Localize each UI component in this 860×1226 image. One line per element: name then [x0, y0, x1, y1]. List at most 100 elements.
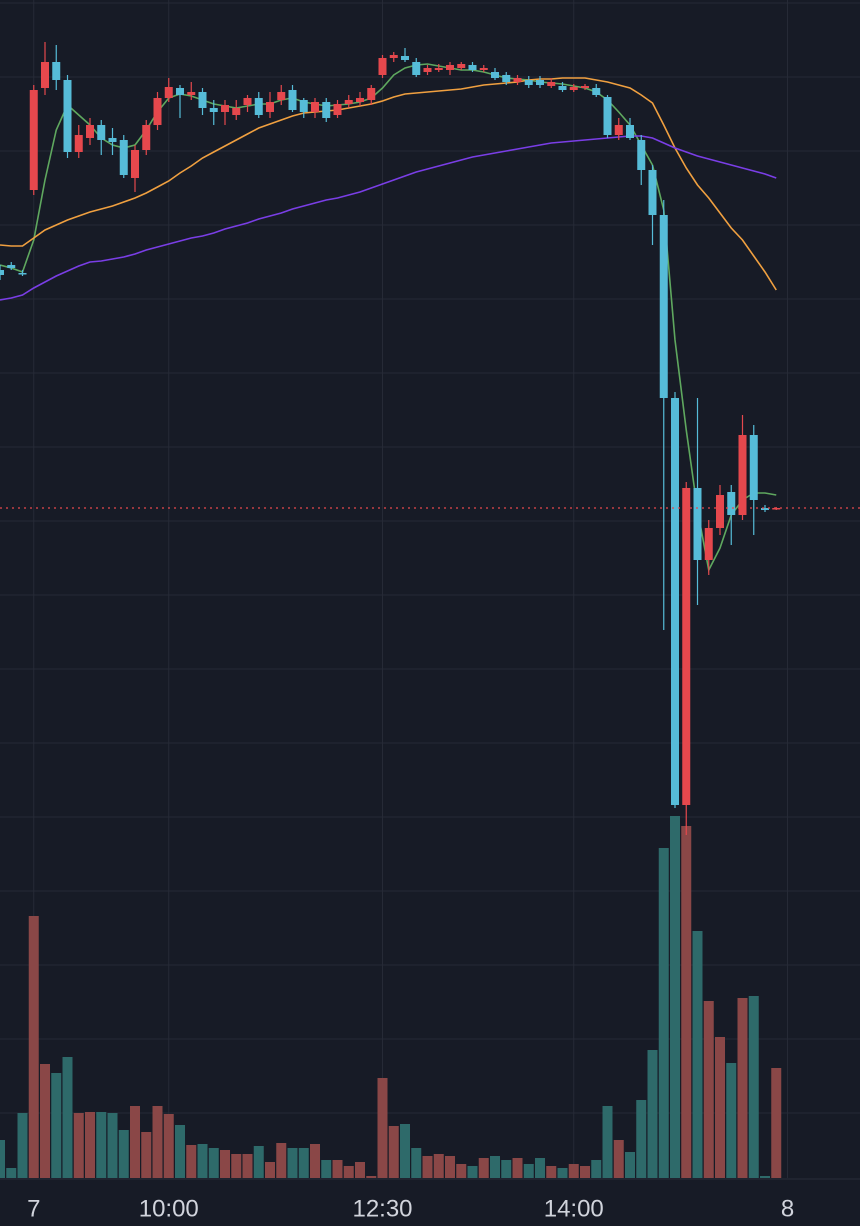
- volume-bar: [433, 1154, 444, 1178]
- volume-bar: [298, 1148, 309, 1178]
- volume-bar: [602, 1106, 613, 1178]
- volume-bar: [276, 1143, 287, 1178]
- volume-bar: [591, 1160, 602, 1178]
- candle-body: [232, 108, 241, 115]
- volume-bar: [186, 1145, 197, 1178]
- volume-bar: [748, 996, 759, 1178]
- candle-body: [761, 508, 769, 510]
- candle-body: [344, 100, 353, 104]
- candle-body: [7, 265, 16, 268]
- candle-body: [491, 72, 499, 78]
- candle-body: [592, 88, 601, 95]
- volume-bar: [681, 826, 692, 1178]
- candle-body: [727, 492, 736, 515]
- x-tick-label: 10:00: [139, 1195, 199, 1222]
- candle-body: [176, 88, 184, 95]
- candle-body: [266, 102, 274, 112]
- volume-bar: [17, 1113, 28, 1178]
- volume-bar: [163, 1114, 174, 1178]
- volume-bar: [715, 1037, 725, 1178]
- candle-body: [446, 65, 454, 70]
- candle-body: [772, 508, 781, 510]
- volume-bar: [321, 1160, 332, 1178]
- candle-body: [74, 135, 83, 152]
- candle-body: [221, 105, 229, 112]
- candle-body: [671, 398, 679, 805]
- volume-bar: [613, 1140, 624, 1178]
- candle-body: [569, 87, 578, 90]
- candle-body: [288, 90, 297, 110]
- volume-bar: [737, 998, 748, 1178]
- volume-bar: [152, 1106, 163, 1178]
- moving-average-line: [0, 63, 777, 573]
- volume-bar: [220, 1150, 230, 1178]
- volume-bar: [546, 1166, 557, 1178]
- volume-bar: [726, 1063, 737, 1178]
- candle-body: [243, 98, 252, 105]
- volume-bar: [523, 1164, 534, 1178]
- candle-body: [153, 98, 162, 125]
- candle-body: [513, 78, 522, 82]
- volume-bar: [51, 1073, 62, 1178]
- candle-body: [558, 86, 567, 90]
- candle-body: [356, 98, 364, 102]
- moving-average-line: [0, 135, 777, 301]
- volume-bar: [478, 1158, 489, 1178]
- candle-body: [29, 90, 38, 190]
- candle-body: [547, 82, 556, 86]
- volume-bar: [242, 1154, 253, 1178]
- volume-bar: [760, 1176, 770, 1178]
- candle-body: [412, 62, 421, 75]
- grid: [0, 0, 860, 1178]
- volume-bar: [625, 1152, 635, 1178]
- candle-body: [0, 270, 4, 275]
- volume-bar: [512, 1158, 523, 1178]
- volume-bar: [175, 1125, 185, 1178]
- candle-body: [131, 150, 139, 178]
- volume-bar: [130, 1106, 140, 1178]
- volume-bar: [445, 1156, 455, 1178]
- volume-bar: [377, 1078, 388, 1178]
- candle-body: [626, 125, 634, 138]
- candle-body: [41, 62, 49, 88]
- candle-body: [187, 92, 196, 95]
- candle-body: [738, 435, 747, 515]
- candle-body: [536, 80, 544, 85]
- volume-bar: [197, 1144, 208, 1178]
- volume-bar: [568, 1164, 579, 1178]
- candle-body: [119, 140, 128, 175]
- candle-body: [423, 68, 432, 72]
- candle-body: [637, 140, 646, 170]
- volume-bar: [343, 1166, 354, 1178]
- volume-bar: [557, 1168, 568, 1178]
- candle-body: [277, 92, 286, 100]
- volume-bar: [411, 1148, 422, 1178]
- volume-bar: [535, 1158, 545, 1178]
- candle-body: [322, 102, 331, 118]
- volume-bar: [231, 1154, 242, 1178]
- candle-body: [389, 55, 398, 58]
- candle-body: [333, 104, 342, 115]
- candle-body: [659, 215, 668, 398]
- volume-bar: [85, 1112, 95, 1178]
- x-tick-label: 7: [27, 1195, 40, 1222]
- x-tick-label: 14:00: [544, 1195, 604, 1222]
- candle-body: [63, 80, 72, 152]
- x-tick-label: 12:30: [352, 1195, 412, 1222]
- volume-bar: [6, 1168, 17, 1178]
- volume-bar: [40, 1064, 50, 1178]
- moving-average-line: [0, 77, 777, 291]
- volume-bar: [355, 1162, 365, 1178]
- candle-body: [142, 125, 151, 150]
- candle-body: [97, 125, 106, 140]
- candle-body: [682, 488, 691, 805]
- candle-body: [479, 68, 488, 70]
- candle-body: [614, 125, 623, 135]
- volume-bar: [73, 1113, 84, 1178]
- volume-bar: [636, 1100, 647, 1178]
- candle-body: [52, 62, 61, 80]
- candle-body: [434, 68, 443, 70]
- candle-body: [108, 138, 117, 142]
